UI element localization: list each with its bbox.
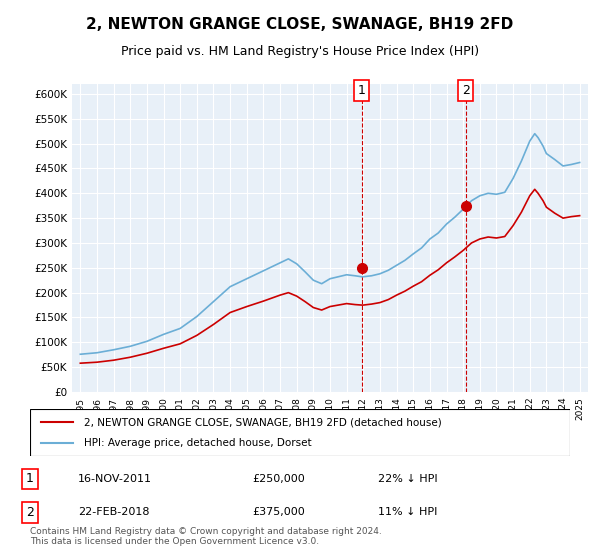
- Text: 16-NOV-2011: 16-NOV-2011: [78, 474, 152, 484]
- Text: 11% ↓ HPI: 11% ↓ HPI: [378, 507, 437, 517]
- FancyBboxPatch shape: [30, 409, 570, 456]
- Text: Contains HM Land Registry data © Crown copyright and database right 2024.
This d: Contains HM Land Registry data © Crown c…: [30, 526, 382, 546]
- Text: 2: 2: [26, 506, 34, 519]
- Text: 1: 1: [26, 472, 34, 486]
- Text: HPI: Average price, detached house, Dorset: HPI: Average price, detached house, Dors…: [84, 438, 311, 448]
- Text: 2: 2: [462, 84, 470, 97]
- Text: £375,000: £375,000: [252, 507, 305, 517]
- Text: 2, NEWTON GRANGE CLOSE, SWANAGE, BH19 2FD (detached house): 2, NEWTON GRANGE CLOSE, SWANAGE, BH19 2F…: [84, 417, 442, 427]
- Text: 22% ↓ HPI: 22% ↓ HPI: [378, 474, 437, 484]
- Text: 22-FEB-2018: 22-FEB-2018: [78, 507, 149, 517]
- Text: Price paid vs. HM Land Registry's House Price Index (HPI): Price paid vs. HM Land Registry's House …: [121, 45, 479, 58]
- Text: £250,000: £250,000: [252, 474, 305, 484]
- Text: 2, NEWTON GRANGE CLOSE, SWANAGE, BH19 2FD: 2, NEWTON GRANGE CLOSE, SWANAGE, BH19 2F…: [86, 17, 514, 32]
- Text: 1: 1: [358, 84, 365, 97]
